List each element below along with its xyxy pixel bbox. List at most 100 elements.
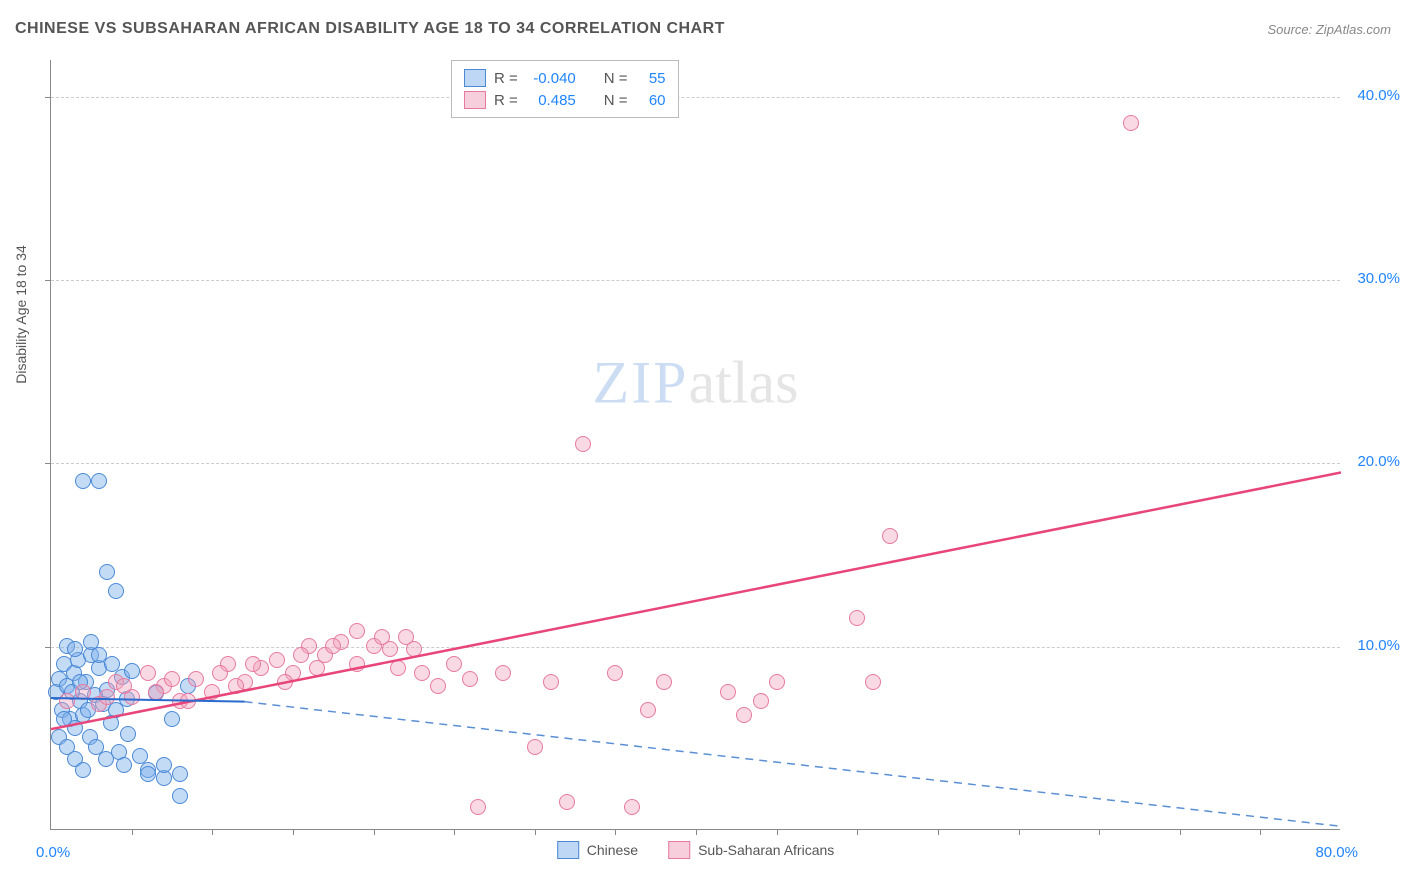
data-point	[156, 757, 172, 773]
data-point	[769, 674, 785, 690]
y-tick-label: 10.0%	[1357, 637, 1400, 654]
r-label: R =	[494, 92, 518, 109]
data-point	[446, 656, 462, 672]
data-point	[132, 748, 148, 764]
data-point	[188, 671, 204, 687]
data-point	[495, 665, 511, 681]
series-legend: Chinese Sub-Saharan Africans	[557, 841, 835, 859]
data-point	[865, 674, 881, 690]
grid-line	[51, 97, 1340, 98]
data-point	[124, 663, 140, 679]
data-point	[99, 564, 115, 580]
data-point	[406, 641, 422, 657]
legend-swatch-pink	[668, 841, 690, 859]
data-point	[164, 711, 180, 727]
data-point	[430, 678, 446, 694]
data-point	[116, 678, 132, 694]
data-point	[849, 610, 865, 626]
n-value-subsaharan: 60	[636, 92, 666, 109]
data-point	[75, 684, 91, 700]
x-tick-label: 0.0%	[36, 844, 70, 861]
watermark: ZIPatlas	[593, 348, 799, 417]
data-point	[277, 674, 293, 690]
data-point	[527, 739, 543, 755]
data-point	[575, 436, 591, 452]
regression-line	[245, 702, 1342, 827]
n-label: N =	[604, 92, 628, 109]
data-point	[309, 660, 325, 676]
r-label: R =	[494, 70, 518, 87]
data-point	[720, 684, 736, 700]
data-point	[293, 647, 309, 663]
plot-area: ZIPatlas Disability Age 18 to 34 R = -0.…	[50, 60, 1340, 830]
r-value-subsaharan: 0.485	[526, 92, 576, 109]
data-point	[56, 711, 72, 727]
legend-label-chinese: Chinese	[587, 842, 638, 858]
data-point	[91, 473, 107, 489]
data-point	[67, 641, 83, 657]
grid-line	[51, 280, 1340, 281]
data-point	[204, 684, 220, 700]
data-point	[1123, 115, 1139, 131]
legend-swatch-pink	[464, 91, 486, 109]
n-label: N =	[604, 70, 628, 87]
y-axis-title: Disability Age 18 to 34	[13, 245, 29, 384]
data-point	[414, 665, 430, 681]
data-point	[212, 665, 228, 681]
correlation-legend: R = -0.040 N = 55 R = 0.485 N = 60	[451, 60, 679, 118]
source-value: ZipAtlas.com	[1316, 22, 1391, 37]
data-point	[75, 762, 91, 778]
watermark-atlas: atlas	[689, 349, 799, 415]
data-point	[624, 799, 640, 815]
data-point	[462, 671, 478, 687]
data-point	[164, 671, 180, 687]
data-point	[607, 665, 623, 681]
legend-item-subsaharan: Sub-Saharan Africans	[668, 841, 834, 859]
data-point	[120, 726, 136, 742]
data-point	[640, 702, 656, 718]
y-tick-label: 30.0%	[1357, 270, 1400, 287]
grid-line	[51, 463, 1340, 464]
data-point	[245, 656, 261, 672]
data-point	[116, 757, 132, 773]
data-point	[753, 693, 769, 709]
source-label: Source:	[1267, 22, 1315, 37]
x-tick-label: 80.0%	[1315, 844, 1358, 861]
y-tick-label: 20.0%	[1357, 453, 1400, 470]
data-point	[99, 689, 115, 705]
regression-line	[51, 473, 1341, 730]
legend-swatch-blue	[557, 841, 579, 859]
source-attribution: Source: ZipAtlas.com	[1267, 22, 1391, 37]
data-point	[75, 473, 91, 489]
data-point	[325, 638, 341, 654]
data-point	[140, 665, 156, 681]
chart-container: CHINESE VS SUBSAHARAN AFRICAN DISABILITY…	[0, 0, 1406, 892]
data-point	[108, 583, 124, 599]
n-value-chinese: 55	[636, 70, 666, 87]
legend-row-chinese: R = -0.040 N = 55	[464, 67, 666, 89]
data-point	[470, 799, 486, 815]
data-point	[374, 629, 390, 645]
data-point	[140, 766, 156, 782]
data-point	[172, 788, 188, 804]
legend-row-subsaharan: R = 0.485 N = 60	[464, 89, 666, 111]
data-point	[148, 684, 164, 700]
watermark-zip: ZIP	[593, 349, 689, 415]
data-point	[656, 674, 672, 690]
data-point	[349, 656, 365, 672]
data-point	[180, 693, 196, 709]
y-tick-label: 40.0%	[1357, 87, 1400, 104]
data-point	[91, 647, 107, 663]
data-point	[543, 674, 559, 690]
data-point	[736, 707, 752, 723]
chart-title: CHINESE VS SUBSAHARAN AFRICAN DISABILITY…	[15, 20, 725, 38]
data-point	[882, 528, 898, 544]
grid-line	[51, 647, 1340, 648]
legend-item-chinese: Chinese	[557, 841, 638, 859]
data-point	[172, 766, 188, 782]
data-point	[269, 652, 285, 668]
r-value-chinese: -0.040	[526, 70, 576, 87]
data-point	[390, 660, 406, 676]
data-point	[559, 794, 575, 810]
data-point	[349, 623, 365, 639]
